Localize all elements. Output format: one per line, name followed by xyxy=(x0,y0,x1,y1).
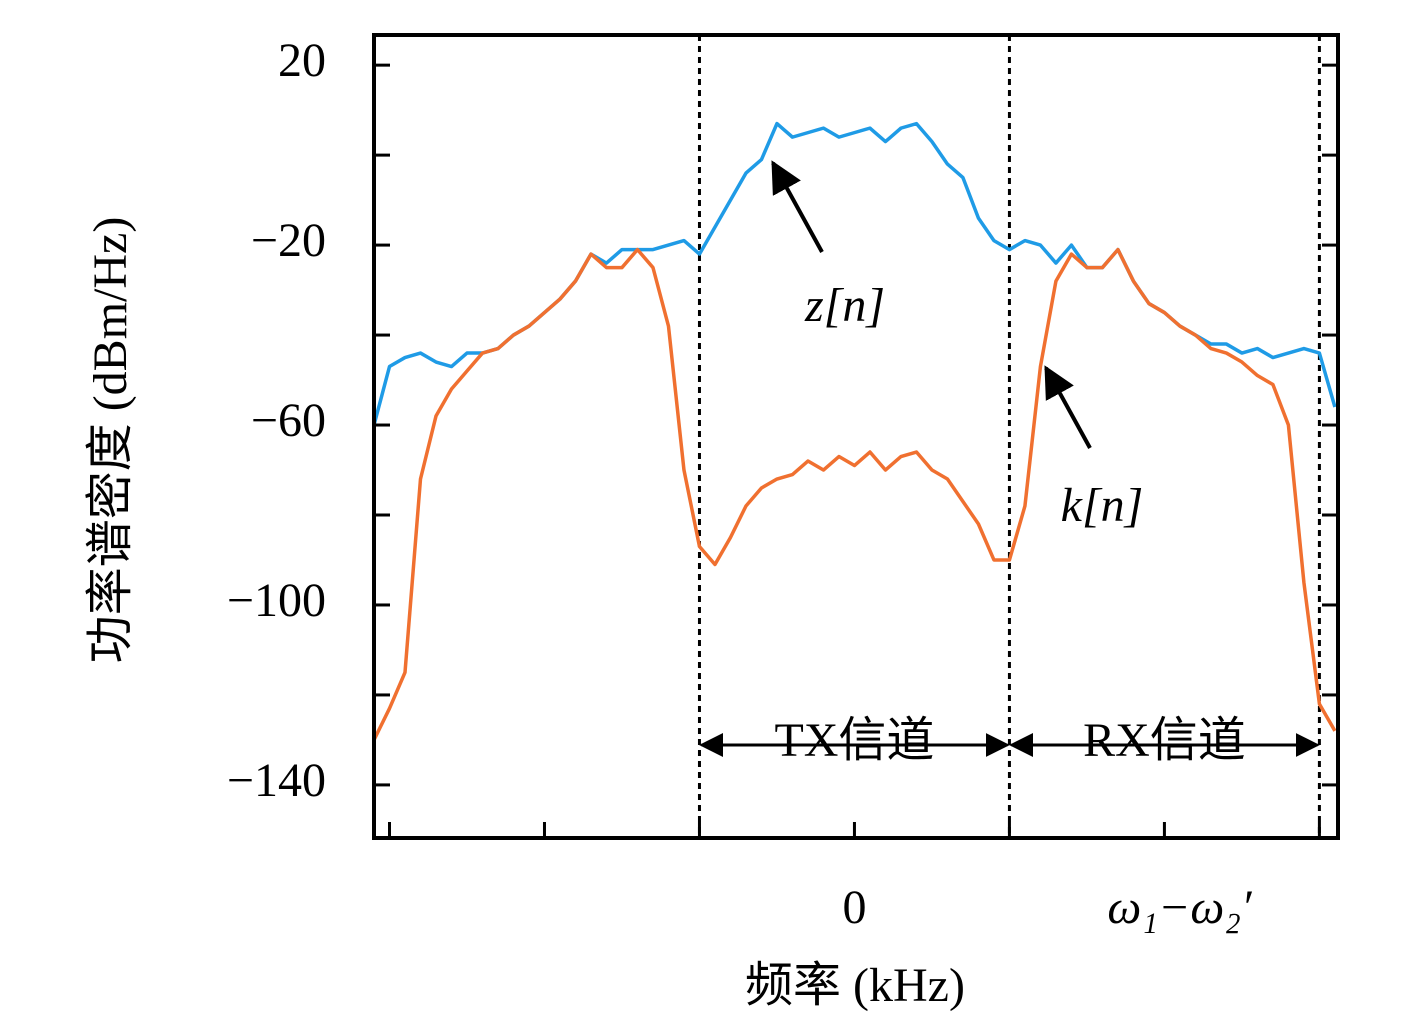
series-line xyxy=(372,247,1337,741)
y-tick-label: 20 xyxy=(278,34,326,87)
series-line xyxy=(372,121,1337,426)
channel-label: TX信道 xyxy=(774,714,934,767)
annotation: z[n] xyxy=(804,279,885,332)
plot-frame xyxy=(372,33,1340,840)
y-tick-label: −140 xyxy=(227,754,326,807)
channel-label: RX信道 xyxy=(1083,714,1246,767)
annotation-arrow xyxy=(1044,365,1092,449)
x-tick-label: ω₁−ω₂′ xyxy=(1107,881,1253,934)
annotation: k[n] xyxy=(1061,479,1144,532)
y-tick-label: −60 xyxy=(251,394,326,447)
x-tick-label: 0 xyxy=(842,881,866,934)
y-tick-label: −20 xyxy=(251,214,326,267)
y-axis-label: 功率谱密度 (dBm/Hz) xyxy=(84,217,137,664)
annotation-arrow xyxy=(771,160,824,253)
y-tick-label: −100 xyxy=(227,574,326,627)
x-axis-label: 频率 (kHz) xyxy=(745,959,965,1012)
